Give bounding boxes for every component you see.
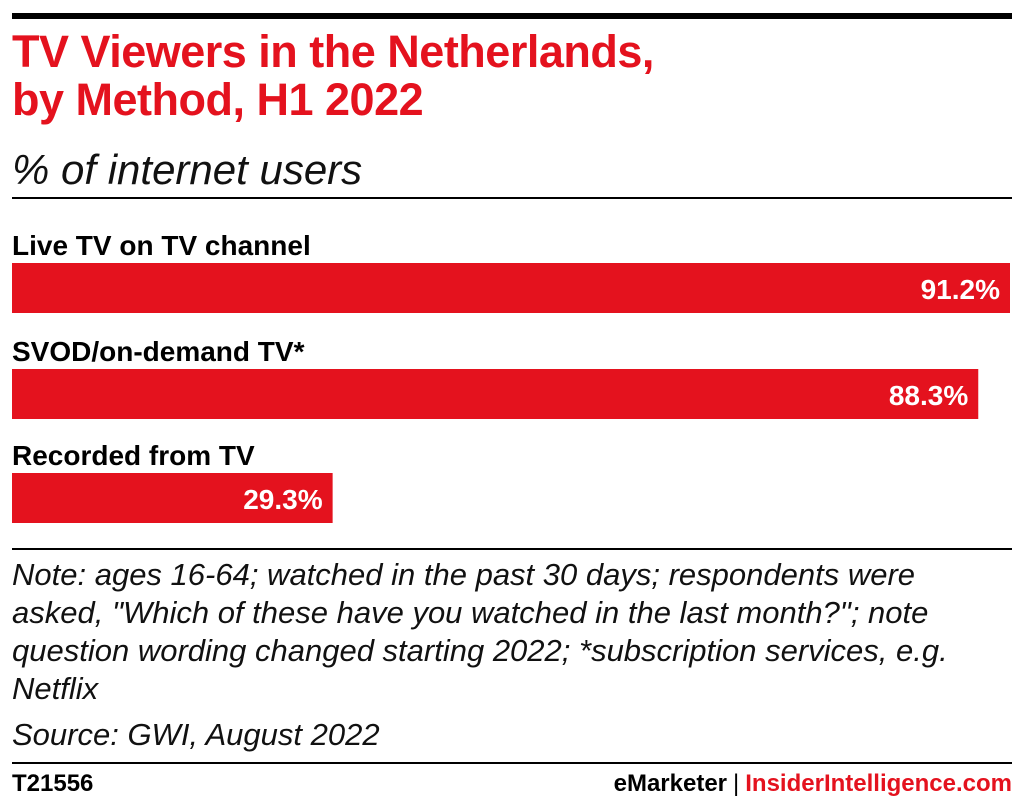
chart-title: TV Viewers in the Netherlands, by Method… <box>12 26 654 125</box>
value-label: 29.3% <box>243 484 322 515</box>
chart-subtitle: % of internet users <box>12 146 363 193</box>
bar <box>12 473 333 523</box>
subtitle-rule <box>12 197 1012 199</box>
footer-brand: eMarketer | InsiderIntelligence.com <box>614 770 1012 798</box>
brand-name: eMarketer <box>613 770 728 797</box>
brand-site: InsiderIntelligence.com <box>745 770 1012 797</box>
chart-note: Note: ages 16-64; watched in the past 30… <box>12 557 948 706</box>
note-rule <box>12 548 1012 550</box>
chart-id: T21556 <box>12 770 94 797</box>
bar <box>12 263 1010 313</box>
category-label: Recorded from TV <box>12 440 255 471</box>
value-label: 88.3% <box>889 380 968 411</box>
top-rule <box>12 13 1012 19</box>
value-label: 91.2% <box>921 274 1000 305</box>
footer-rule <box>12 762 1012 764</box>
bar-chart: Live TV on TV channel 91.2% SVOD/on-demand… <box>12 230 1010 523</box>
category-label: Live TV on TV channel <box>12 230 311 261</box>
chart-source: Source: GWI, August 2022 <box>12 717 380 752</box>
bar <box>12 369 979 419</box>
category-label: SVOD/on-demand TV* <box>12 336 305 367</box>
brand-separator: | <box>733 770 740 797</box>
